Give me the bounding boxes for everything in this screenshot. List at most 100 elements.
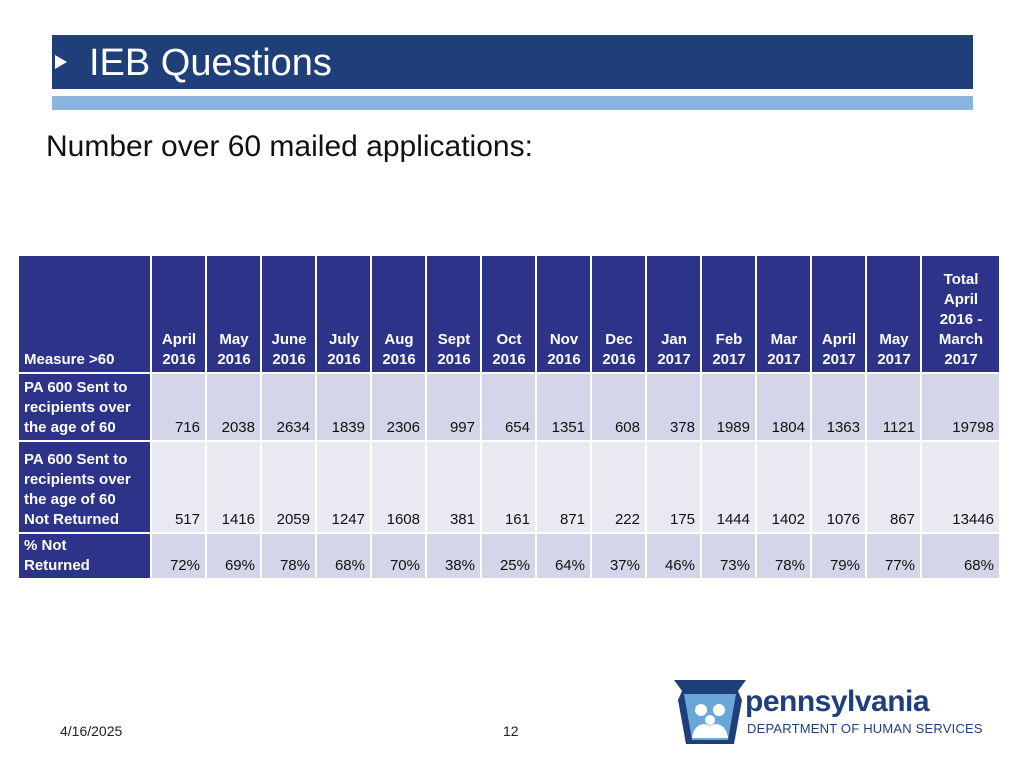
column-header: July 2016: [315, 254, 372, 374]
title-underline: [52, 96, 973, 110]
column-header: Mar 2017: [755, 254, 812, 374]
row-label-not-returned: PA 600 Sent to recipients over the age of …: [17, 440, 152, 534]
table-cell: 25%: [480, 532, 537, 580]
column-year: 2016: [327, 351, 361, 368]
title-bar: [52, 35, 973, 89]
table-cell: 2038: [205, 372, 262, 442]
table-cell: 77%: [865, 532, 922, 580]
table-cell: 1416: [205, 440, 262, 534]
column-year: 2016: [272, 351, 306, 368]
table-cell: 222: [590, 440, 647, 534]
column-month: Feb: [715, 331, 743, 348]
column-year: 2016: [492, 351, 526, 368]
column-header: April 2017: [810, 254, 867, 374]
table-cell: 73%: [700, 532, 757, 580]
column-month: April: [161, 331, 197, 348]
table-cell: 716: [150, 372, 207, 442]
table-cell: 1247: [315, 440, 372, 534]
total-header-line: April: [943, 291, 979, 308]
table-cell: 46%: [645, 532, 702, 580]
column-month: May: [219, 331, 249, 348]
table-cell: 381: [425, 440, 482, 534]
pa-keystone-logo-icon: [674, 680, 746, 744]
table-cell: 1363: [810, 372, 867, 442]
table-row-not-returned: PA 600 Sent to recipients over the age of …: [17, 440, 1001, 534]
table-cell: 70%: [370, 532, 427, 580]
slide-subtitle: Number over 60 mailed applications:: [46, 130, 533, 163]
total-cell: 68%: [920, 532, 1001, 580]
column-year: 2016: [547, 351, 581, 368]
column-year: 2017: [712, 351, 746, 368]
column-year: 2016: [437, 351, 471, 368]
table-cell: 64%: [535, 532, 592, 580]
row-label-line: Returned: [24, 557, 90, 574]
column-year: 2017: [767, 351, 801, 368]
row-label-line: PA 600 Sent to: [24, 451, 128, 468]
column-header: Sept 2016: [425, 254, 482, 374]
table-cell: 68%: [315, 532, 372, 580]
title-arrow-icon: [55, 55, 67, 69]
row-label-line: Not Returned: [24, 511, 119, 528]
table-cell: 161: [480, 440, 537, 534]
table-cell: 175: [645, 440, 702, 534]
column-header: Jan 2017: [645, 254, 702, 374]
column-year: 2016: [602, 351, 636, 368]
column-month: June: [271, 331, 307, 348]
column-year: 2016: [382, 351, 416, 368]
row-label-line: recipients over: [24, 399, 131, 416]
table-row-sent: PA 600 Sent to recipients over the age of …: [17, 372, 1001, 442]
row-label-line: recipients over: [24, 471, 131, 488]
column-month: Mar: [770, 331, 798, 348]
column-year: 2017: [877, 351, 911, 368]
table-cell: 69%: [205, 532, 262, 580]
table-cell: 378: [645, 372, 702, 442]
table-cell: 2634: [260, 372, 317, 442]
column-header: Oct 2016: [480, 254, 537, 374]
table-cell: 37%: [590, 532, 647, 580]
table-cell: 2306: [370, 372, 427, 442]
column-header: Nov 2016: [535, 254, 592, 374]
total-header-line: March: [938, 331, 984, 348]
table-cell: 871: [535, 440, 592, 534]
table-cell: 38%: [425, 532, 482, 580]
column-month: Aug: [384, 331, 414, 348]
column-header: April 2016: [150, 254, 207, 374]
footer-date: 4/16/2025: [60, 723, 123, 739]
table-cell: 78%: [755, 532, 812, 580]
column-header: May 2017: [865, 254, 922, 374]
table-cell: 1444: [700, 440, 757, 534]
row-label-line: % Not: [24, 537, 67, 554]
table-row-percent-not-returned: % Not Returned 72% 69% 78% 68% 70% 38% 25…: [17, 532, 1001, 580]
table-cell: 517: [150, 440, 207, 534]
table-header-row: Measure >60 April 2016 May 2016 June 2016 J…: [17, 254, 1001, 374]
measure-header: Measure >60: [17, 254, 152, 374]
column-header: May 2016: [205, 254, 262, 374]
column-header: Dec 2016: [590, 254, 647, 374]
column-month: Jan: [661, 331, 687, 348]
row-label-percent: % Not Returned: [17, 532, 152, 580]
total-header-line: 2017: [944, 351, 978, 368]
slide-title: IEB Questions: [89, 42, 332, 84]
column-month: April: [821, 331, 857, 348]
table-cell: 78%: [260, 532, 317, 580]
row-label-sent: PA 600 Sent to recipients over the age of …: [17, 372, 152, 442]
row-label-line: the age of 60: [24, 419, 116, 436]
table-cell: 1076: [810, 440, 867, 534]
page-number: 12: [503, 723, 519, 739]
data-table: Measure >60 April 2016 May 2016 June 2016 J…: [17, 254, 1001, 580]
table-cell: 72%: [150, 532, 207, 580]
column-month: May: [879, 331, 909, 348]
column-header: Aug 2016: [370, 254, 427, 374]
column-header: Feb 2017: [700, 254, 757, 374]
column-year: 2017: [657, 351, 691, 368]
total-header-line: 2016 -: [939, 311, 983, 328]
column-month: Dec: [605, 331, 633, 348]
table-cell: 1839: [315, 372, 372, 442]
total-header: Total April 2016 - March 2017: [920, 254, 1001, 374]
column-month: Nov: [549, 331, 579, 348]
table-cell: 1989: [700, 372, 757, 442]
total-cell: 19798: [920, 372, 1001, 442]
table-cell: 1804: [755, 372, 812, 442]
table-cell: 654: [480, 372, 537, 442]
table-cell: 608: [590, 372, 647, 442]
